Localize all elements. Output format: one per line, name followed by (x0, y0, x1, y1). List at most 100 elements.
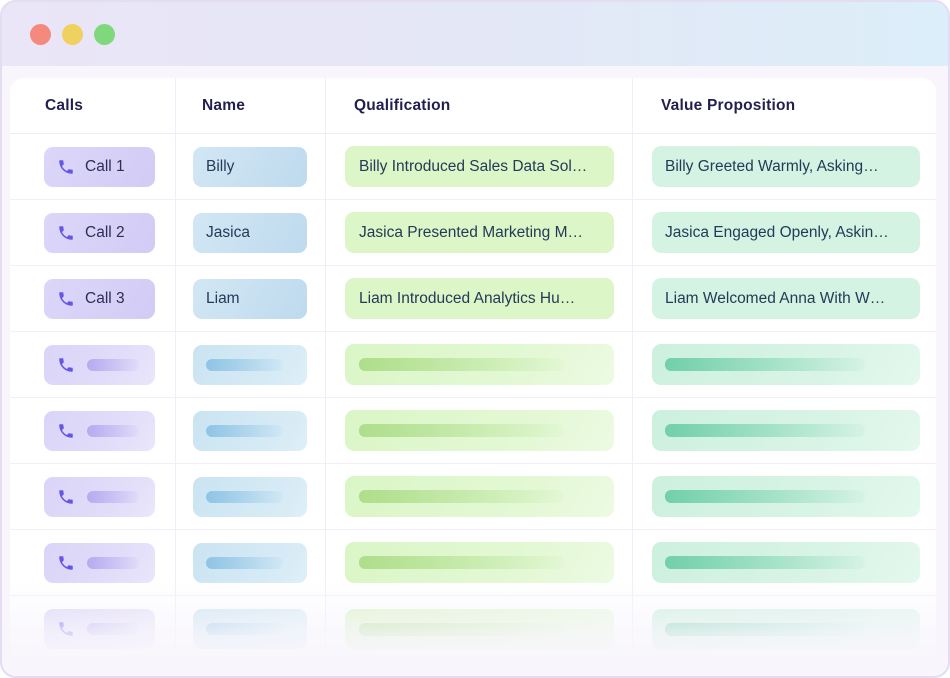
value-proposition-cell: Jasica Engaged Openly, Askin… (633, 200, 936, 265)
value-proposition-cell (633, 530, 936, 595)
table-row: Call 2 Jasica Jasica Presented Marketing… (10, 200, 936, 266)
qualification-badge: Billy Introduced Sales Data Sol… (345, 146, 614, 187)
name-cell (176, 596, 326, 662)
value-proposition-cell (633, 398, 936, 463)
skeleton-bar (87, 424, 139, 437)
table-row-skeleton (10, 398, 936, 464)
value-proposition-badge: Liam Welcomed Anna With W… (652, 278, 920, 319)
name-badge-skeleton (193, 344, 307, 385)
table-header-row: Calls Name Qualification Value Propositi… (10, 78, 936, 134)
maximize-button[interactable] (94, 23, 115, 45)
call-badge-skeleton (44, 344, 155, 385)
phone-icon (59, 291, 73, 306)
skeleton-bar (665, 622, 865, 636)
value-proposition-badge-skeleton (652, 344, 920, 385)
name-cell (176, 464, 326, 529)
call-label: Call 3 (85, 289, 125, 307)
qualification-cell: Liam Introduced Analytics Hu… (326, 266, 633, 331)
call-badge[interactable]: Call 1 (44, 146, 155, 187)
qualification-badge-skeleton (345, 542, 614, 583)
calls-cell: Call 3 (10, 266, 176, 331)
skeleton-bar (665, 424, 865, 437)
qualification-badge-skeleton (345, 344, 614, 385)
calls-cell (10, 530, 176, 595)
column-header-calls: Calls (10, 78, 176, 133)
table-row-skeleton (10, 596, 936, 662)
skeleton-bar (87, 358, 139, 371)
qualification-badge: Liam Introduced Analytics Hu… (345, 278, 614, 319)
value-proposition-badge-skeleton (652, 410, 920, 451)
skeleton-bar (206, 623, 283, 635)
calls-cell (10, 332, 176, 397)
call-badge-skeleton (44, 542, 155, 583)
call-badge-skeleton (44, 410, 155, 451)
qualification-badge: Jasica Presented Marketing M… (345, 212, 614, 253)
qualification-badge-skeleton (345, 608, 614, 650)
qualification-cell: Jasica Presented Marketing M… (326, 200, 633, 265)
skeleton-bar (206, 358, 283, 371)
call-label: Call 2 (85, 223, 125, 241)
name-cell (176, 398, 326, 463)
table-row-skeleton (10, 332, 936, 398)
value-proposition-badge: Jasica Engaged Openly, Askin… (652, 212, 920, 253)
table-row: Call 1 Billy Billy Introduced Sales Data… (10, 134, 936, 200)
table-row: Call 3 Liam Liam Introduced Analytics Hu… (10, 266, 936, 332)
skeleton-bar (87, 623, 139, 635)
call-label: Call 1 (85, 157, 125, 175)
window-titlebar (2, 2, 948, 66)
phone-icon (59, 622, 73, 636)
column-header-qualification: Qualification (326, 78, 633, 133)
calls-cell: Call 2 (10, 200, 176, 265)
qualification-cell (326, 464, 633, 529)
table-row-skeleton (10, 464, 936, 530)
qualification-cell: Billy Introduced Sales Data Sol… (326, 134, 633, 199)
phone-icon (59, 423, 73, 438)
skeleton-bar (359, 622, 564, 636)
close-button[interactable] (30, 23, 51, 45)
table-body: Call 1 Billy Billy Introduced Sales Data… (10, 134, 936, 662)
calls-cell: Call 1 (10, 134, 176, 199)
phone-icon (59, 489, 73, 504)
skeleton-bar (359, 490, 564, 503)
value-proposition-cell (633, 596, 936, 662)
name-badge-skeleton (193, 609, 307, 649)
table-row-skeleton (10, 530, 936, 596)
value-proposition-cell (633, 464, 936, 529)
name-badge: Jasica (193, 212, 307, 253)
skeleton-bar (359, 424, 564, 437)
qualification-badge-skeleton (345, 476, 614, 517)
call-badge[interactable]: Call 3 (44, 278, 155, 319)
skeleton-bar (206, 490, 283, 503)
value-proposition-badge-skeleton (652, 476, 920, 517)
column-header-name: Name (176, 78, 326, 133)
call-badge-skeleton (44, 476, 155, 517)
skeleton-bar (87, 490, 139, 503)
phone-icon (59, 225, 73, 240)
name-badge-skeleton (193, 476, 307, 517)
value-proposition-badge: Billy Greeted Warmly, Asking… (652, 146, 920, 187)
skeleton-bar (359, 358, 564, 371)
value-proposition-cell (633, 332, 936, 397)
skeleton-bar (359, 556, 564, 569)
value-proposition-badge-skeleton (652, 608, 920, 650)
qualification-cell (326, 530, 633, 595)
calls-cell (10, 464, 176, 529)
qualification-badge-skeleton (345, 410, 614, 451)
skeleton-bar (665, 358, 865, 371)
value-proposition-cell: Liam Welcomed Anna With W… (633, 266, 936, 331)
minimize-button[interactable] (62, 23, 83, 45)
skeleton-bar (206, 424, 283, 437)
name-cell: Jasica (176, 200, 326, 265)
name-cell (176, 332, 326, 397)
skeleton-bar (87, 556, 139, 569)
qualification-cell (326, 332, 633, 397)
calls-table-panel: Calls Name Qualification Value Propositi… (10, 78, 936, 662)
name-cell: Billy (176, 134, 326, 199)
call-badge[interactable]: Call 2 (44, 212, 155, 253)
value-proposition-badge-skeleton (652, 542, 920, 583)
calls-cell (10, 596, 176, 662)
phone-icon (59, 159, 73, 174)
call-badge-skeleton (44, 609, 155, 649)
skeleton-bar (206, 556, 283, 569)
